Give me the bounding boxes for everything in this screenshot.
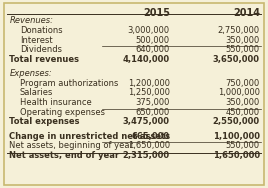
Text: 2,750,000: 2,750,000 — [218, 26, 260, 35]
Text: 350,000: 350,000 — [226, 98, 260, 107]
Text: 500,000: 500,000 — [136, 36, 170, 45]
Text: 350,000: 350,000 — [226, 36, 260, 45]
Text: Total expenses: Total expenses — [9, 117, 80, 126]
Text: Net assets, beginning of year: Net assets, beginning of year — [9, 141, 133, 150]
Text: Operating expenses: Operating expenses — [20, 108, 105, 117]
Text: Expenses:: Expenses: — [9, 69, 52, 78]
Text: 1,650,000: 1,650,000 — [128, 141, 170, 150]
Text: 650,000: 650,000 — [136, 108, 170, 117]
Text: 2,315,000: 2,315,000 — [123, 151, 170, 160]
Text: 550,000: 550,000 — [226, 141, 260, 150]
Text: Donations: Donations — [20, 26, 63, 35]
FancyBboxPatch shape — [4, 3, 264, 185]
Text: 1,100,000: 1,100,000 — [213, 132, 260, 141]
Text: Health insurance: Health insurance — [20, 98, 92, 107]
Text: 450,000: 450,000 — [226, 108, 260, 117]
Text: Dividends: Dividends — [20, 45, 62, 54]
Text: 2015: 2015 — [143, 8, 170, 18]
Text: 1,650,000: 1,650,000 — [213, 151, 260, 160]
Text: Total revenues: Total revenues — [9, 55, 79, 64]
Text: Revenues:: Revenues: — [9, 16, 53, 25]
Text: 3,650,000: 3,650,000 — [213, 55, 260, 64]
Text: 665,000: 665,000 — [132, 132, 170, 141]
Text: Program authorizations: Program authorizations — [20, 79, 118, 88]
Text: Change in unrestricted net assets: Change in unrestricted net assets — [9, 132, 170, 141]
Text: 1,200,000: 1,200,000 — [128, 79, 170, 88]
Text: 1,000,000: 1,000,000 — [218, 89, 260, 98]
Text: Interest: Interest — [20, 36, 53, 45]
Text: 550,000: 550,000 — [226, 45, 260, 54]
Text: 750,000: 750,000 — [226, 79, 260, 88]
Text: Net assets, end of year: Net assets, end of year — [9, 151, 120, 160]
Text: 1,250,000: 1,250,000 — [128, 89, 170, 98]
Text: 2,550,000: 2,550,000 — [213, 117, 260, 126]
Text: 2014: 2014 — [233, 8, 260, 18]
Text: 3,475,000: 3,475,000 — [123, 117, 170, 126]
Text: 375,000: 375,000 — [135, 98, 170, 107]
Text: 4,140,000: 4,140,000 — [123, 55, 170, 64]
Text: 3,000,000: 3,000,000 — [128, 26, 170, 35]
Text: 640,000: 640,000 — [136, 45, 170, 54]
Text: Salaries: Salaries — [20, 89, 53, 98]
